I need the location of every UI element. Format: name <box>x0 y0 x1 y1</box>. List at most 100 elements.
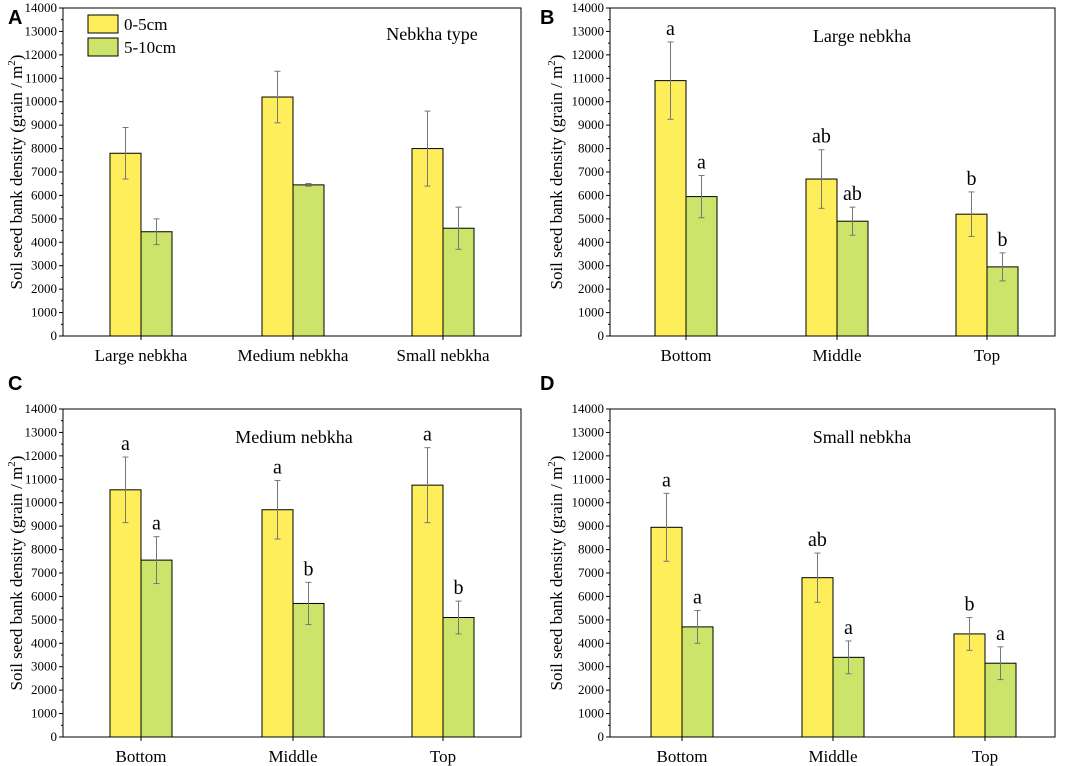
significance-label: b <box>304 558 314 580</box>
y-axis-label: Soil seed bank density (grain / m2) <box>546 55 566 290</box>
bar-0-5cm-2 <box>953 633 986 738</box>
y-tick-label: 12000 <box>25 448 58 463</box>
y-tick-label: 4000 <box>578 234 604 249</box>
chart-title: Medium nebkha <box>235 427 352 447</box>
chart-title: Small nebkha <box>813 427 911 447</box>
y-axis-label-superscript: 2 <box>6 60 18 66</box>
y-tick-label: 11000 <box>572 471 604 486</box>
x-category-label: Medium nebkha <box>238 346 349 365</box>
y-axis-label-close: ) <box>547 456 566 462</box>
x-category-label: Bottom <box>656 747 707 766</box>
panel-letter: D <box>540 373 554 395</box>
significance-label: a <box>844 617 853 639</box>
y-tick-label: 13000 <box>572 23 605 38</box>
y-tick-label: 14000 <box>25 401 58 416</box>
y-tick-label: 2000 <box>31 281 57 296</box>
y-tick-label: 2000 <box>578 682 604 697</box>
x-category-label: Bottom <box>115 747 166 766</box>
y-axis-label-close: ) <box>7 456 26 462</box>
x-category-label: Large nebkha <box>95 346 188 365</box>
significance-label: a <box>693 586 702 608</box>
significance-label: a <box>662 469 671 491</box>
panel-letter: B <box>540 7 554 29</box>
y-tick-label: 5000 <box>31 211 57 226</box>
legend-swatch-0-5cm <box>87 14 119 34</box>
y-tick-label: 8000 <box>31 542 57 557</box>
y-tick-label: 10000 <box>572 495 605 510</box>
y-tick-label: 1000 <box>578 305 604 320</box>
bar-5-10cm-0 <box>140 231 173 337</box>
y-tick-label: 8000 <box>578 542 604 557</box>
y-tick-label: 12000 <box>572 47 605 62</box>
y-tick-label: 1000 <box>31 305 57 320</box>
significance-label: ab <box>812 126 831 148</box>
y-tick-label: 0 <box>598 729 605 744</box>
significance-label: a <box>423 424 432 446</box>
bar-5-10cm-1 <box>292 184 325 337</box>
chart-title: Nebkha type <box>386 24 477 44</box>
y-tick-label: 2000 <box>578 281 604 296</box>
y-tick-label: 13000 <box>25 23 58 38</box>
significance-label: ab <box>843 183 862 205</box>
chart-panel-c: a a a a b b 0 1000 2000 3000 4000 5000 6000 7000 8000 9… <box>6 373 522 766</box>
bar-5-10cm-0 <box>681 626 714 738</box>
y-tick-label: 7000 <box>578 164 604 179</box>
legend-label: 5-10cm <box>124 38 176 57</box>
y-tick-label: 8000 <box>31 141 57 156</box>
bar-5-10cm-2 <box>442 617 475 738</box>
y-tick-label: 7000 <box>31 164 57 179</box>
panel-letter: A <box>8 7 22 29</box>
y-tick-label: 10000 <box>25 94 58 109</box>
x-category-label: Bottom <box>660 346 711 365</box>
significance-label: b <box>454 577 464 599</box>
y-tick-label: 4000 <box>31 635 57 650</box>
bar-5-10cm-1 <box>292 602 325 738</box>
y-tick-label: 4000 <box>31 234 57 249</box>
x-category-label: Top <box>972 747 998 766</box>
bar-5-10cm-1 <box>836 220 869 337</box>
significance-label: a <box>152 513 161 535</box>
y-tick-label: 0 <box>51 328 58 343</box>
y-tick-label: 10000 <box>572 94 605 109</box>
y-tick-label: 14000 <box>25 0 58 15</box>
chart-panel-a: 0 1000 2000 3000 4000 5000 6000 7000 8000 9000 100… <box>6 0 522 365</box>
y-axis-label-superscript: 2 <box>546 461 558 467</box>
significance-label: a <box>996 623 1005 645</box>
y-tick-label: 14000 <box>572 0 605 15</box>
bar-5-10cm-0 <box>685 196 718 337</box>
bar-0-5cm-1 <box>261 509 294 738</box>
significance-label: b <box>998 229 1008 251</box>
y-tick-label: 12000 <box>25 47 58 62</box>
y-tick-label: 1000 <box>578 706 604 721</box>
y-tick-label: 6000 <box>31 588 57 603</box>
y-tick-label: 9000 <box>578 117 604 132</box>
y-tick-label: 5000 <box>31 612 57 627</box>
y-tick-label: 9000 <box>578 518 604 533</box>
y-axis-label-text: Soil seed bank density (grain / m <box>7 66 26 290</box>
y-tick-label: 3000 <box>578 659 604 674</box>
significance-label: ab <box>808 529 827 551</box>
y-axis-label-text: Soil seed bank density (grain / m <box>547 467 566 691</box>
significance-label: a <box>697 152 706 174</box>
y-tick-label: 3000 <box>31 258 57 273</box>
x-category-label: Top <box>974 346 1000 365</box>
y-tick-label: 14000 <box>572 401 605 416</box>
y-tick-label: 0 <box>51 729 58 744</box>
significance-label: b <box>965 594 975 616</box>
y-tick-label: 12000 <box>572 448 605 463</box>
bar-0-5cm-1 <box>261 96 294 337</box>
y-tick-label: 1000 <box>31 706 57 721</box>
y-tick-label: 4000 <box>578 635 604 650</box>
y-tick-label: 2000 <box>31 682 57 697</box>
x-category-label: Small nebkha <box>396 346 489 365</box>
significance-label: b <box>967 168 977 190</box>
x-category-label: Middle <box>268 747 317 766</box>
legend-swatch-5-10cm <box>87 37 119 57</box>
y-tick-label: 3000 <box>31 659 57 674</box>
significance-label: a <box>666 18 675 40</box>
y-tick-label: 5000 <box>578 612 604 627</box>
y-axis-label: Soil seed bank density (grain / m2) <box>6 55 26 290</box>
y-tick-label: 7000 <box>578 565 604 580</box>
y-axis-label-superscript: 2 <box>546 60 558 66</box>
y-tick-label: 9000 <box>31 117 57 132</box>
